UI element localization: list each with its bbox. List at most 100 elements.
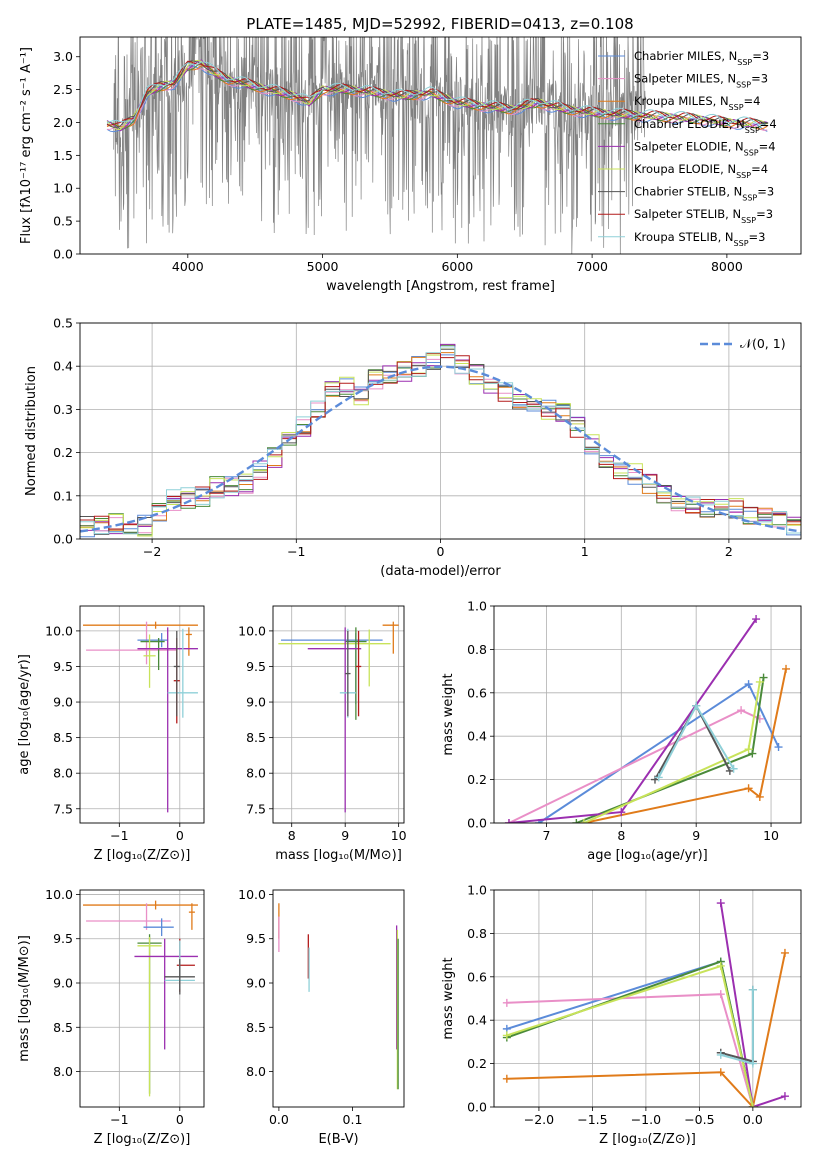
age-vs-z-frame xyxy=(79,605,205,824)
mass-vs-ebv-frame xyxy=(272,889,405,1108)
mass-vs-z-ytick-label: 10.0 xyxy=(45,887,73,902)
weight-vs-age-ytick-label: 0.0 xyxy=(467,816,487,831)
weight-line xyxy=(506,964,754,1107)
weight-vs-z-axes: −2.0 −1.5 −1.0 −0.5 0.0 0.0 0.2 0.4 0.6 0.8 1.0 Z [… xyxy=(441,883,802,1147)
weight-line xyxy=(506,960,754,1107)
weight-marker xyxy=(729,764,738,773)
weight-marker xyxy=(737,706,746,715)
age-vs-mass-ytick-label: 7.5 xyxy=(246,801,266,816)
spectrum-xtick-label: 7000 xyxy=(576,259,608,274)
age-vs-mass-frame xyxy=(272,605,405,824)
model-spectrum-line xyxy=(106,60,768,127)
residual-hist-xtick-label: 0 xyxy=(437,544,445,559)
mass-vs-z-frame xyxy=(79,889,205,1108)
age-vs-z-axes: −1 0 7.5 8.0 8.5 9.0 9.5 10.0 Z [log₁₀(Z/Z⊙)] age… xyxy=(17,605,205,863)
age-vs-z-ytick-label: 8.0 xyxy=(53,766,73,781)
mass-vs-ebv-xlabel: E(B-V) xyxy=(318,1132,358,1147)
mass-vs-z-ytick-label: 8.5 xyxy=(53,1020,73,1035)
mass-vs-z-plot-area xyxy=(83,900,198,1097)
spectrum-legend: Chabrier MILES, NSSP=3 Salpeter MILES, NS… xyxy=(598,49,777,247)
age-vs-z-ytick-label: 9.0 xyxy=(53,695,73,710)
mass-vs-ebv-axes: 0.0 0.1 8.0 8.5 9.0 9.5 10.0 E(B-V) xyxy=(238,887,405,1147)
residual-hist-ylabel: Normed distribution xyxy=(24,366,39,496)
mass-vs-z-xtick-label: 0 xyxy=(176,1112,184,1127)
spectrum-ylabel: Flux [fλ10⁻¹⁷ erg cm⁻² s⁻¹ A⁻¹] xyxy=(19,47,34,244)
residual-hist-xtick-label: −2 xyxy=(143,544,161,559)
weight-marker xyxy=(748,1103,757,1107)
model-spectrum-line xyxy=(106,59,768,132)
weight-line xyxy=(506,993,754,1107)
weight-marker xyxy=(752,615,761,624)
weight-vs-z-frame xyxy=(493,889,802,1108)
weight-vs-z-xtick-label: −1.0 xyxy=(631,1112,661,1127)
spectrum-xtick-label: 4000 xyxy=(172,259,204,274)
legend-entry: Chabrier STELIB, NSSP=3 xyxy=(634,185,774,203)
weight-marker xyxy=(716,1050,725,1059)
mass-vs-z-ytick-label: 8.0 xyxy=(53,1064,73,1079)
weight-vs-age-xtick-label: 10 xyxy=(763,828,779,843)
residual-hist-xlabel: (data-model)/error xyxy=(380,564,501,579)
spectrum-ytick-label: 3.0 xyxy=(53,49,73,64)
spectrum-xlabel: wavelength [Angstrom, rest frame] xyxy=(326,279,555,294)
weight-marker xyxy=(755,677,764,686)
weight-vs-z-xtick-label: −1.5 xyxy=(577,1112,607,1127)
residual-hist-ytick-label: 0.3 xyxy=(53,402,73,417)
histogram-step xyxy=(80,346,801,535)
mass-vs-ebv-xtick-label: 0.1 xyxy=(343,1112,363,1127)
weight-vs-age-ytick-label: 0.2 xyxy=(467,772,487,787)
weight-marker xyxy=(744,745,753,754)
legend-entry: Salpeter ELODIE, NSSP=4 xyxy=(634,139,776,157)
weight-vs-z-ytick-label: 0.4 xyxy=(467,1013,487,1028)
spectrum-xtick-label: 6000 xyxy=(441,259,473,274)
weight-marker xyxy=(744,680,753,689)
weight-marker xyxy=(759,673,768,682)
weight-marker xyxy=(748,1059,757,1068)
age-vs-z-xtick-label: −1 xyxy=(110,828,128,843)
mass-vs-ebv-ytick-label: 10.0 xyxy=(238,887,266,902)
legend-entry: 𝒩(0, 1) xyxy=(740,336,786,351)
age-vs-mass-ytick-label: 9.0 xyxy=(246,695,266,710)
weight-marker xyxy=(744,784,753,793)
weight-line xyxy=(506,952,786,1107)
spectrum-xtick-label: 5000 xyxy=(307,259,339,274)
weight-line xyxy=(506,960,754,1107)
spectrum-axes: 4000 5000 6000 7000 8000 0.0 0.5 1.0 1.5 2.0 2.5 3.… xyxy=(19,36,802,294)
spectrum-ytick-label: 1.5 xyxy=(53,148,73,163)
mass-vs-ebv-ytick-label: 8.0 xyxy=(246,1064,266,1079)
weight-marker xyxy=(716,990,725,999)
legend-entry: Kroupa ELODIE, NSSP=4 xyxy=(634,162,768,180)
age-vs-z-ytick-label: 8.5 xyxy=(53,730,73,745)
mass-vs-ebv-ytick-label: 9.5 xyxy=(246,931,266,946)
legend-entry: Salpeter MILES, NSSP=3 xyxy=(634,72,768,90)
weight-marker xyxy=(654,773,663,782)
weight-vs-z-ytick-label: 0.2 xyxy=(467,1056,487,1071)
weight-vs-age-xtick-label: 7 xyxy=(542,828,550,843)
spectrum-ytick-label: 0.5 xyxy=(53,214,73,229)
age-vs-z-ytick-label: 7.5 xyxy=(53,801,73,816)
age-vs-mass-ytick-label: 10.0 xyxy=(238,623,266,638)
age-vs-mass-axes: 8 9 10 7.5 8.0 8.5 9.0 9.5 10.0 mass [log₁₀(M/M⊙)… xyxy=(238,605,407,863)
weight-vs-age-ytick-label: 0.8 xyxy=(467,642,487,657)
mass-vs-ebv-ytick-label: 9.0 xyxy=(246,976,266,991)
residual-hist-ytick-label: 0.1 xyxy=(53,488,73,503)
weight-vs-age-axes: 7 8 9 10 0.0 0.2 0.4 0.6 0.8 1.0 age [log₁₀(age/yr… xyxy=(441,599,802,863)
weight-marker xyxy=(780,948,789,957)
legend-entry: Chabrier MILES, NSSP=3 xyxy=(634,49,769,67)
weight-line xyxy=(583,668,787,823)
weight-vs-z-plot-area xyxy=(502,899,789,1107)
age-vs-mass-ytick-label: 8.0 xyxy=(246,766,266,781)
figure-title: PLATE=1485, MJD=52992, FIBERID=0413, z=0… xyxy=(246,15,633,33)
spectrum-ytick-label: 0.0 xyxy=(53,247,73,262)
weight-vs-age-xlabel: age [log₁₀(age/yr)] xyxy=(587,848,708,863)
weight-marker xyxy=(502,1031,511,1040)
weight-vs-z-ytick-label: 1.0 xyxy=(467,883,487,898)
weight-vs-z-xtick-label: 0.0 xyxy=(743,1112,763,1127)
legend-entry: Salpeter STELIB, NSSP=3 xyxy=(634,207,773,225)
mass-vs-z-ytick-label: 9.5 xyxy=(53,931,73,946)
spectrum-ytick-label: 1.0 xyxy=(53,181,73,196)
weight-vs-z-ylabel: mass weight xyxy=(441,957,456,1039)
weight-marker xyxy=(579,819,588,823)
weight-vs-z-xtick-label: −0.5 xyxy=(684,1112,714,1127)
residual-hist-axes: −2 −1 0 1 2 0.0 0.1 0.2 0.3 0.4 0.5 (data-model)/er… xyxy=(24,316,802,579)
